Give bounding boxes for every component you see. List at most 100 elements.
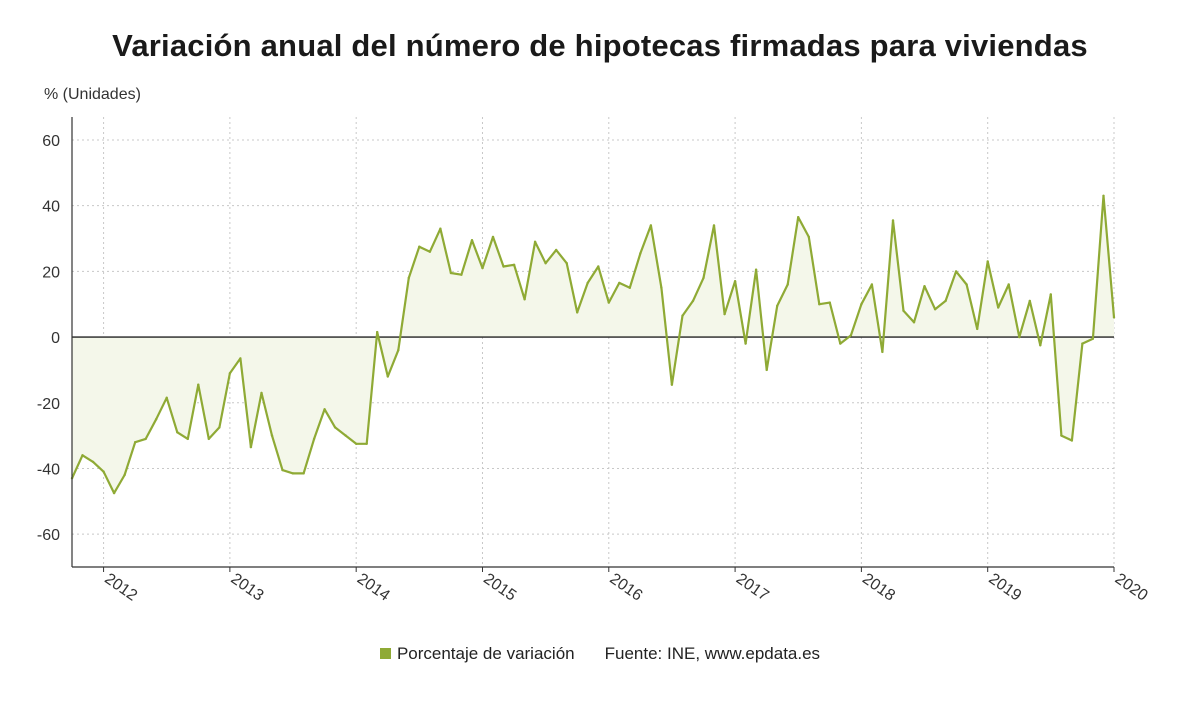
data-point	[460, 273, 463, 276]
data-point	[323, 408, 326, 411]
y-tick-label: 40	[42, 199, 60, 216]
data-point	[744, 342, 747, 345]
y-tick-label: -60	[37, 527, 60, 544]
data-point	[312, 437, 316, 441]
data-point	[365, 442, 368, 445]
legend: Porcentaje de variación Fuente: INE, www.…	[0, 644, 1200, 664]
x-tick-label: 2016	[606, 570, 645, 604]
data-point	[186, 437, 189, 441]
data-point	[691, 299, 695, 303]
data-point	[660, 286, 663, 289]
data-point	[797, 216, 800, 219]
data-point	[870, 283, 874, 286]
data-point	[197, 383, 200, 386]
data-point	[639, 252, 642, 255]
data-point	[1102, 194, 1105, 197]
data-point	[407, 276, 410, 280]
data-point	[976, 327, 979, 331]
data-point	[1091, 337, 1095, 340]
data-point	[1049, 293, 1053, 296]
data-point	[733, 280, 737, 283]
data-point	[649, 224, 653, 227]
data-point	[176, 431, 179, 434]
chart-title: Variación anual del número de hipotecas …	[112, 28, 1088, 63]
data-point	[260, 391, 263, 395]
data-point	[1007, 283, 1010, 286]
data-point	[954, 270, 958, 273]
data-point	[155, 418, 158, 421]
data-point	[249, 445, 253, 449]
legend-swatch	[379, 648, 391, 659]
data-point	[1018, 335, 1021, 339]
data-point	[986, 260, 989, 263]
data-point	[1060, 434, 1063, 437]
y-tick-label: 0	[51, 330, 60, 347]
data-point	[818, 303, 821, 306]
data-point	[586, 281, 589, 285]
data-point	[291, 472, 295, 475]
data-point	[355, 442, 358, 445]
data-point	[933, 308, 937, 311]
x-tick-label: 2018	[859, 570, 898, 604]
data-point	[449, 271, 453, 275]
data-point	[565, 262, 568, 265]
x-tick-label: 2019	[985, 570, 1024, 604]
data-point	[786, 283, 789, 286]
data-point	[418, 245, 421, 248]
data-point	[533, 240, 537, 243]
data-point	[376, 330, 379, 334]
data-point	[702, 276, 705, 280]
data-point	[1112, 316, 1116, 319]
data-point	[923, 285, 926, 288]
data-point	[386, 375, 389, 378]
data-point	[839, 342, 842, 345]
data-point	[891, 219, 895, 222]
grid-lines	[72, 117, 1115, 567]
x-tick-label: 2017	[733, 570, 772, 604]
data-point	[1070, 439, 1074, 442]
data-point	[207, 437, 210, 441]
axes	[71, 117, 1115, 572]
data-point	[776, 304, 779, 308]
data-point	[302, 472, 305, 475]
data-point	[997, 306, 1000, 309]
y-tick-label: 20	[42, 264, 60, 281]
data-point	[470, 239, 474, 242]
data-point	[618, 281, 621, 285]
data-point	[123, 473, 126, 477]
y-tick-labels: -60 -40 -20 0 20 40 60	[37, 133, 60, 544]
data-point	[134, 441, 137, 444]
data-point	[860, 303, 863, 306]
data-point	[597, 265, 600, 268]
series-points	[70, 194, 1116, 495]
data-point	[965, 283, 968, 286]
data-point	[239, 357, 242, 360]
data-point	[944, 299, 947, 303]
data-point	[765, 368, 768, 372]
data-point	[344, 434, 347, 437]
data-point	[102, 470, 105, 473]
series-line	[70, 194, 1116, 495]
y-tick-label: 60	[42, 133, 60, 150]
data-point	[397, 349, 400, 352]
legend-series-label: Porcentaje de variación	[396, 644, 575, 663]
x-tick-label: 2014	[354, 570, 393, 604]
y-tick-label: -40	[37, 461, 60, 478]
y-axis-unit-label: % (Unidades)	[44, 86, 141, 103]
x-tick-labels: 2012 2013 2014 2015 2016 2017 2018 2019 2020	[101, 570, 1150, 604]
data-point	[81, 454, 84, 457]
data-point	[428, 250, 432, 253]
data-point	[439, 227, 442, 230]
data-point	[828, 301, 831, 304]
data-point	[502, 265, 505, 268]
data-point	[91, 460, 95, 464]
data-point	[144, 437, 147, 441]
data-point	[723, 312, 726, 316]
data-point	[112, 491, 116, 495]
data-point	[754, 268, 758, 271]
data-point	[576, 311, 579, 314]
x-tick-label: 2013	[228, 570, 267, 604]
y-tick-label: -20	[37, 396, 60, 413]
data-point	[165, 396, 168, 399]
